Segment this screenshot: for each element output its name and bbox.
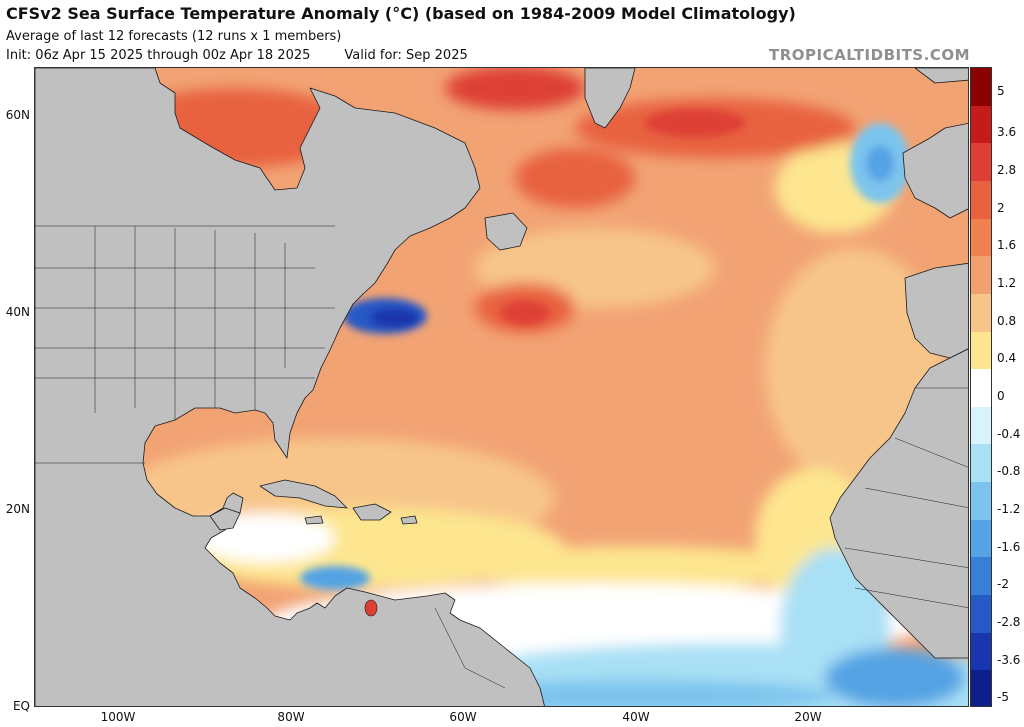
- anomaly-cool-caribbean: [300, 566, 370, 590]
- colorbar-label: 3.6: [997, 125, 1017, 140]
- border-states-vertical: [94, 226, 286, 420]
- land-newfoundland: [484, 212, 528, 251]
- land-ireland-uk: [902, 122, 968, 219]
- colorbar-label: 1.2: [997, 276, 1017, 291]
- colorbar-label: 1.6: [997, 238, 1017, 253]
- lon-label-80w: 80W: [277, 710, 305, 724]
- init-time: Init: 06z Apr 15 2025 through 00z Apr 18…: [6, 48, 311, 63]
- colorbar-label: -1.6: [997, 539, 1021, 554]
- colorbar-segment: [971, 105, 991, 145]
- colorbar-segment: [971, 293, 991, 333]
- colorbar-segment: [971, 519, 991, 559]
- land-north-america: [35, 68, 545, 706]
- colorbar-label: 0.4: [997, 351, 1017, 366]
- init-line: Init: 06z Apr 15 2025 through 00z Apr 18…: [6, 48, 468, 63]
- colorbar-label: 5: [997, 83, 1005, 98]
- colorbar-segment: [971, 406, 991, 446]
- anomaly-warm-labrador: [515, 148, 635, 208]
- colorbar-segment: [971, 444, 991, 484]
- border-africa: [844, 387, 968, 608]
- lon-label-20w: 20W: [794, 710, 822, 724]
- colorbar-segment: [971, 670, 991, 706]
- lon-label-60w: 60W: [449, 710, 477, 724]
- colorbar-label: -2.8: [997, 614, 1021, 629]
- colorbar-label: -1.2: [997, 501, 1021, 516]
- anomaly-cold-guinea: [825, 648, 965, 706]
- land-cuba: [259, 479, 348, 509]
- map-canvas: [35, 68, 968, 706]
- colorbar-label: 2.8: [997, 163, 1017, 178]
- colorbar-label: 0.8: [997, 313, 1017, 328]
- colorbar-label: 0: [997, 389, 1005, 403]
- valid-time: Valid for: Sep 2025: [344, 48, 468, 63]
- colorbar-label: -5: [997, 690, 1009, 705]
- anomaly-hot-davis: [445, 68, 585, 110]
- colorbar-segment: [971, 595, 991, 634]
- political-borders: [35, 225, 968, 689]
- colorbar-segment: [971, 557, 991, 597]
- land-masses: [35, 68, 968, 706]
- colorbar-label: -2: [997, 577, 1009, 592]
- land-yucatan: [209, 507, 241, 531]
- anomaly-hot-gulfstream: [500, 301, 550, 325]
- colorbar-label: 2: [997, 200, 1005, 215]
- lon-label-100w: 100W: [100, 710, 136, 724]
- colorbar-segment: [971, 482, 991, 521]
- land-iceland: [914, 68, 968, 84]
- colorbar-segment: [971, 218, 991, 258]
- lon-label-40w: 40W: [622, 710, 650, 724]
- lat-label-40n: 40N: [5, 305, 30, 319]
- colorbar-label: -0.4: [997, 426, 1021, 441]
- anomaly-yellow-tropics: [455, 546, 815, 590]
- border-south-america: [434, 607, 506, 689]
- border-states-horizontal: [35, 267, 335, 379]
- colorbar-label: -3.6: [997, 652, 1021, 667]
- map-subtitle: Average of last 12 forecasts (12 runs x …: [6, 29, 342, 44]
- map-title: CFSv2 Sea Surface Temperature Anomaly (°…: [6, 4, 796, 23]
- land-hispaniola: [352, 503, 392, 521]
- lat-label-eq: EQ: [12, 699, 30, 713]
- lake-maracaibo: [364, 599, 378, 617]
- colorbar-segment: [971, 256, 991, 295]
- brand-watermark: TROPICALTIDBITS.COM: [769, 46, 970, 64]
- anomaly-cold-northsea: [866, 145, 894, 181]
- anomaly-hot-irminger: [645, 109, 745, 137]
- colorbar-segment: [971, 331, 991, 371]
- colorbar-segment: [971, 180, 991, 220]
- colorbar-label: -0.8: [997, 464, 1021, 479]
- colorbar: [970, 67, 992, 707]
- colorbar-segment: [971, 143, 991, 182]
- land-greenland: [584, 68, 636, 129]
- lat-label-60n: 60N: [5, 108, 30, 122]
- land-puerto-rico: [400, 515, 418, 525]
- colorbar-segment: [971, 369, 991, 408]
- colorbar-segment: [971, 68, 991, 107]
- anomaly-cold-bight-core: [370, 308, 420, 328]
- lat-label-20n: 20N: [5, 502, 30, 516]
- sst-anomaly-map: [34, 67, 969, 707]
- land-jamaica: [304, 515, 324, 525]
- colorbar-segment: [971, 632, 991, 672]
